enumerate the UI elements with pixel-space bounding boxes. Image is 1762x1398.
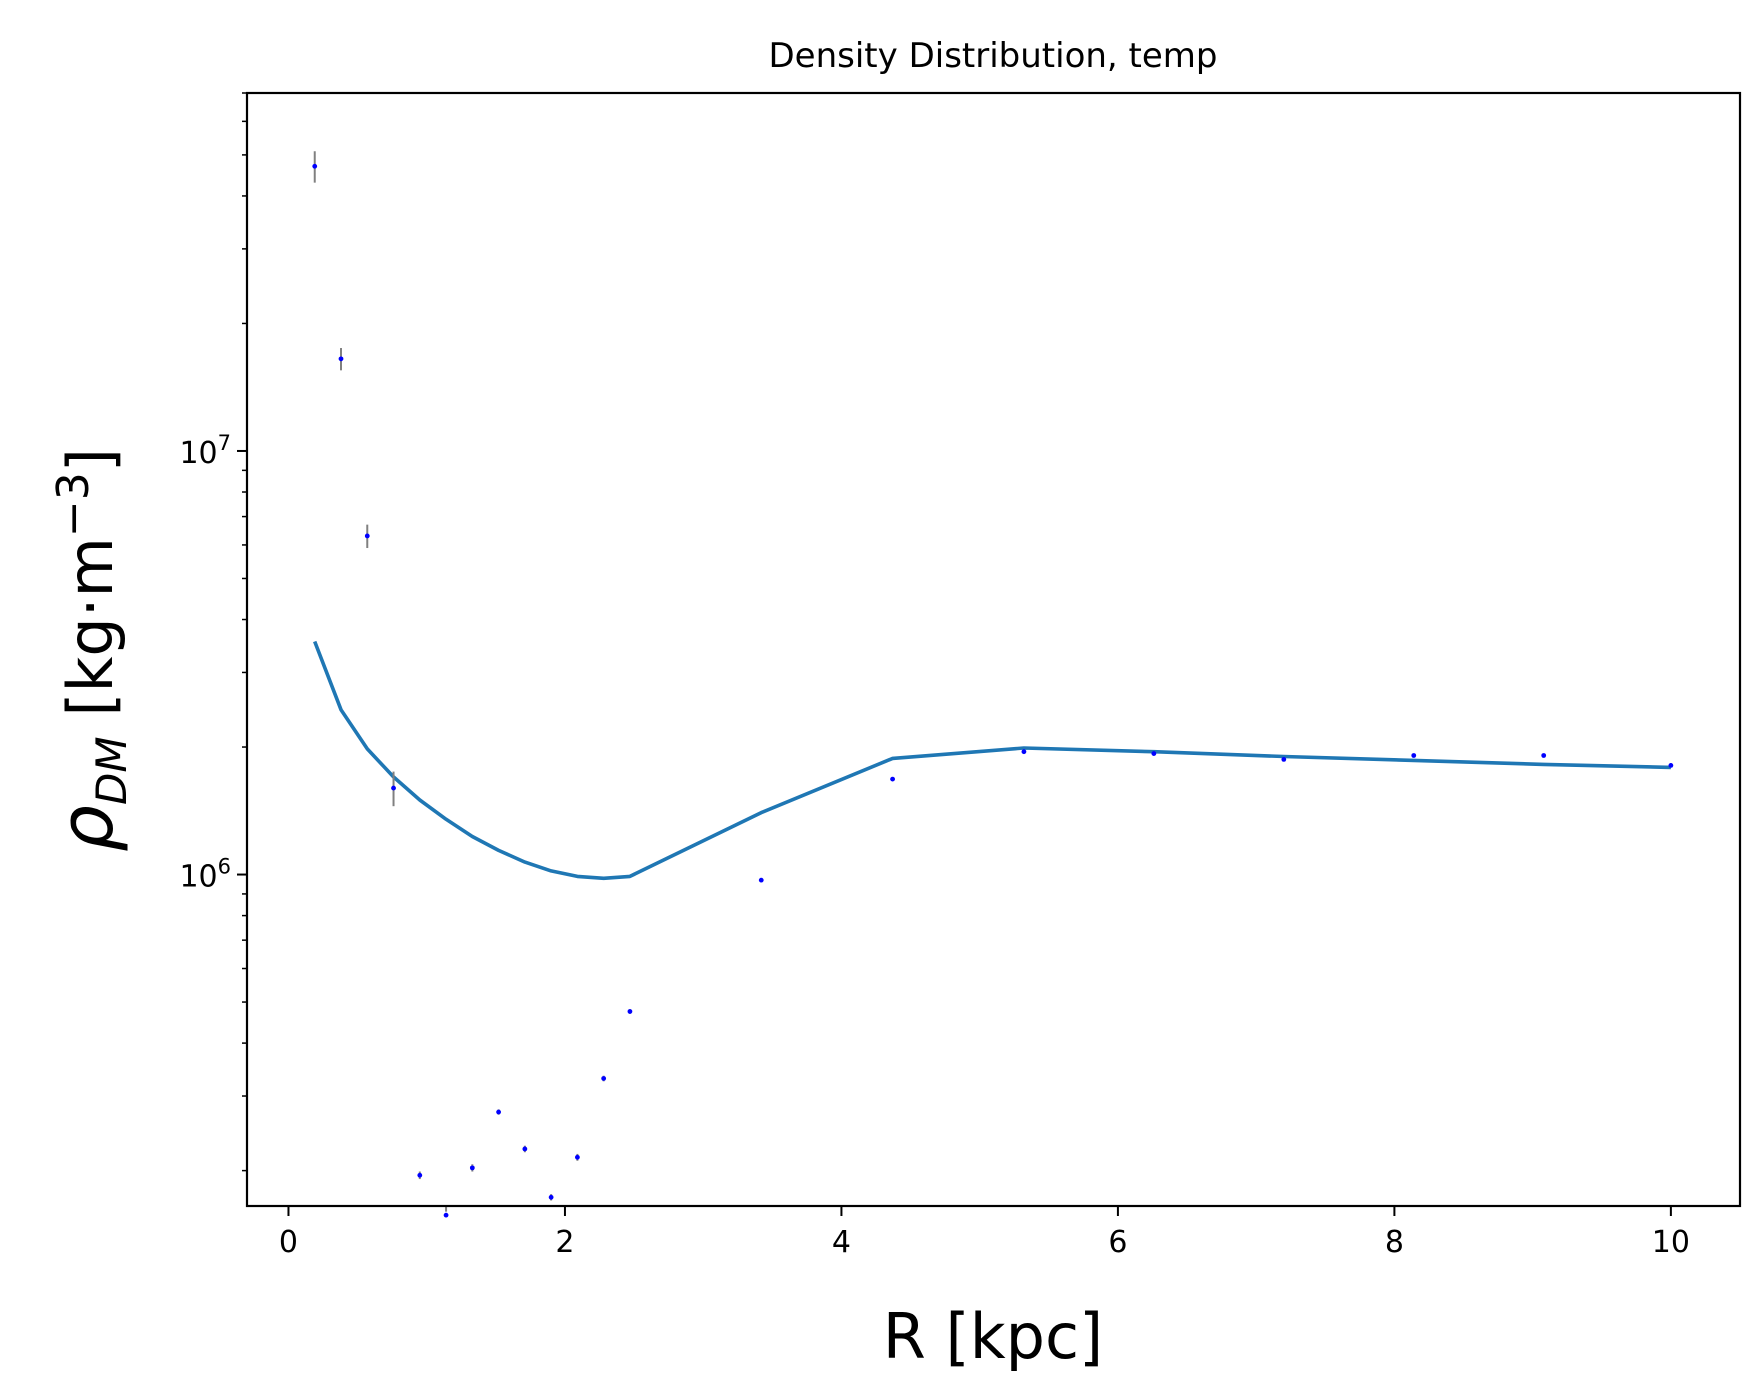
plot-frame — [245, 91, 1742, 1208]
model-curve-line — [313, 640, 1671, 881]
data-point — [1281, 756, 1287, 762]
data-point — [574, 1154, 580, 1160]
data-point — [601, 1076, 607, 1081]
x-tick-label: 8 — [1385, 1225, 1404, 1260]
data-point — [391, 785, 396, 791]
x-tick-label: 0 — [279, 1225, 298, 1260]
y-label-units: [kg·m — [54, 537, 127, 717]
x-tick-label: 4 — [832, 1225, 851, 1260]
data-point — [443, 1212, 449, 1218]
y-label-spacer — [54, 717, 127, 737]
y-label-rho: ρ — [44, 805, 130, 852]
data-point — [496, 1109, 501, 1115]
data-point — [548, 1194, 554, 1200]
data-point — [364, 533, 370, 539]
y-label-subscript: DM — [87, 736, 136, 805]
chart-title: Density Distribution, temp — [769, 36, 1218, 76]
data-point — [1541, 753, 1547, 758]
data-point — [1021, 749, 1027, 755]
y-label-exponent: −3 — [48, 472, 99, 537]
data-point — [627, 1009, 633, 1014]
x-axis-ticks: 0 2 4 6 8 10 — [279, 1206, 1690, 1260]
svg-text:ρDM [kg·m−3]: ρDM [kg·m−3] — [44, 448, 136, 852]
y-axis-label: ρDM [kg·m−3] — [44, 448, 136, 852]
x-tick-label: 10 — [1652, 1225, 1690, 1260]
data-point — [417, 1172, 423, 1178]
data-point — [1151, 751, 1157, 756]
y-label-close: ] — [54, 448, 127, 472]
y-axis-ticks: 106 107 — [179, 92, 247, 1172]
data-point — [1411, 753, 1417, 758]
data-point — [469, 1165, 475, 1171]
data-point — [312, 163, 318, 169]
x-tick-label: 2 — [555, 1225, 574, 1260]
data-point — [522, 1146, 528, 1152]
plot-area — [312, 151, 1674, 1218]
x-axis-label: R [kpc] — [883, 1300, 1104, 1373]
x-tick-label: 6 — [1108, 1225, 1127, 1260]
y-tick-label: 107 — [179, 431, 231, 471]
y-tick-label: 106 — [179, 855, 231, 895]
data-point — [338, 356, 344, 362]
data-point — [890, 776, 895, 782]
data-point — [1668, 762, 1674, 768]
data-point — [758, 877, 764, 883]
